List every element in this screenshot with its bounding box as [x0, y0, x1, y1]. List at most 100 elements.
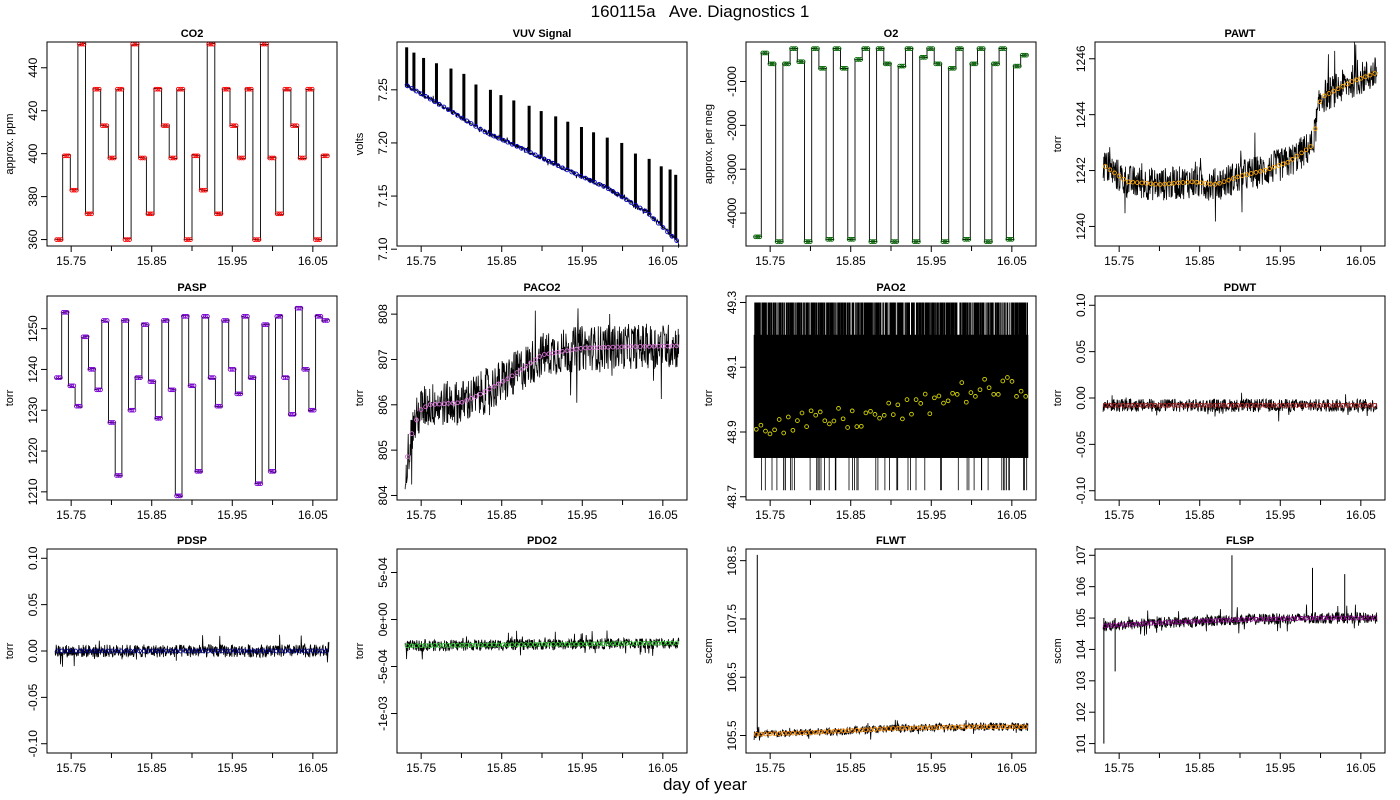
spike-bar — [434, 63, 438, 103]
x-tick-label: 16.05 — [1346, 761, 1376, 775]
mean-point — [1271, 164, 1277, 170]
mean-point — [459, 642, 465, 648]
mean-point — [1157, 182, 1163, 187]
mean-point — [1166, 620, 1172, 625]
mean-point — [112, 155, 117, 161]
mean-point — [118, 648, 124, 654]
y-tick-label: 7.20 — [376, 131, 390, 155]
mean-point — [872, 412, 878, 417]
spike-bar — [462, 73, 466, 120]
mean-point — [1130, 403, 1136, 408]
mean-point — [195, 153, 201, 159]
mean-point — [309, 407, 315, 413]
y-tick-label: 1240 — [26, 356, 40, 383]
mean-point — [872, 239, 878, 244]
mean-point — [138, 375, 143, 380]
mean-point — [136, 375, 141, 380]
mean-point — [251, 375, 257, 380]
mean-point — [267, 155, 272, 161]
mean-point — [877, 415, 882, 421]
mean-point — [1171, 403, 1177, 408]
x-tick-label: 16.05 — [648, 508, 678, 522]
mean-point — [1253, 616, 1259, 622]
mean-point — [983, 239, 989, 244]
mean-point — [763, 731, 768, 737]
mean-point — [77, 648, 83, 654]
mean-point — [1217, 403, 1222, 408]
mean-point — [173, 648, 179, 654]
mean-point — [660, 343, 666, 349]
mean-point — [1308, 615, 1314, 621]
mean-point — [1239, 617, 1245, 622]
mean-point — [155, 86, 161, 92]
mean-point — [1125, 403, 1131, 408]
mean-point — [84, 334, 90, 340]
mean-point — [115, 86, 120, 92]
mean-point — [660, 640, 666, 646]
mean-point — [505, 642, 511, 648]
mean-point — [1276, 163, 1282, 168]
mean-point — [1226, 617, 1231, 623]
panel-vuv-signal: VUV Signal 15.75 15.85 15.95 16.05 7.10 7.15 7.… — [354, 28, 688, 268]
mean-point — [482, 389, 488, 394]
spike-bar — [668, 169, 672, 235]
mean-point — [1285, 616, 1291, 622]
mean-point — [246, 648, 252, 654]
mean-point — [269, 469, 275, 474]
mean-point — [1299, 150, 1304, 156]
panel-title: FLWT — [876, 535, 906, 547]
mean-point — [171, 387, 177, 393]
y-tick-label: 106 — [1074, 576, 1088, 596]
mean-point — [790, 730, 796, 736]
mean-point — [969, 61, 975, 67]
mean-point — [808, 730, 814, 735]
y-tick-label: 420 — [26, 100, 40, 120]
spike-bar — [566, 121, 570, 171]
mean-points — [1102, 403, 1378, 408]
mean-point — [1102, 403, 1108, 408]
mean-point — [140, 155, 145, 161]
mean-point — [1230, 176, 1236, 181]
mean-point — [779, 239, 784, 244]
mean-point — [211, 375, 217, 380]
mean-point — [233, 123, 239, 129]
mean-point — [1358, 403, 1364, 408]
mean-point — [1230, 617, 1236, 623]
mean-point — [71, 383, 77, 389]
mean-point — [1116, 622, 1122, 628]
plot-frame — [396, 548, 688, 754]
mean-point — [446, 107, 451, 113]
x-tick-label: 15.75 — [755, 761, 785, 775]
mean-point — [325, 153, 330, 159]
mean-point — [836, 728, 841, 734]
mean-point — [921, 55, 926, 60]
mean-point — [164, 648, 170, 654]
spike-bar — [422, 57, 426, 96]
x-tick-label: 15.85 — [137, 761, 167, 775]
mean-point — [1317, 615, 1323, 621]
mean-point — [1207, 618, 1213, 624]
mean-point — [223, 648, 229, 654]
mean-point — [1230, 403, 1236, 408]
mean-point — [142, 155, 148, 161]
mean-point — [807, 239, 813, 244]
mean-point — [614, 641, 620, 646]
mean-point — [601, 183, 606, 189]
mean-point — [1194, 618, 1199, 624]
y-tick-label: 106.5 — [725, 662, 739, 692]
mean-point — [446, 643, 451, 648]
mean-point — [159, 648, 165, 654]
mean-point — [305, 367, 310, 372]
mean-point — [954, 392, 960, 397]
mean-point — [122, 318, 128, 323]
x-tick-label: 15.95 — [916, 508, 946, 522]
data-trace — [404, 630, 680, 660]
mean-point — [1144, 181, 1149, 186]
mean-point — [990, 61, 996, 67]
mean-point — [1139, 621, 1145, 627]
mean-point — [1322, 615, 1327, 621]
mean-point — [315, 648, 320, 654]
mean-point — [225, 318, 230, 323]
mean-point — [763, 428, 768, 434]
mean-point — [918, 55, 924, 60]
